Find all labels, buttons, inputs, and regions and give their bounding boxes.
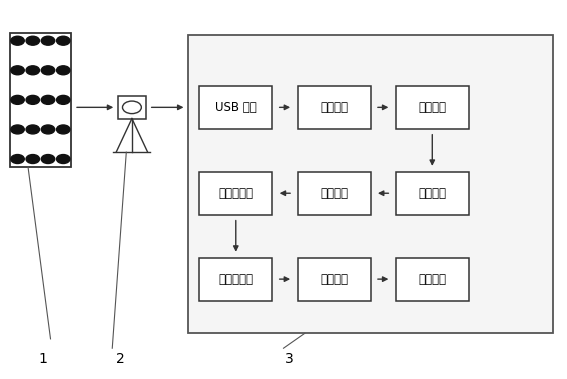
Circle shape — [26, 155, 40, 163]
Circle shape — [57, 155, 70, 163]
Bar — [199, 172, 272, 215]
Circle shape — [26, 36, 40, 45]
Text: 优化结果: 优化结果 — [320, 273, 348, 286]
Bar — [188, 34, 553, 333]
Circle shape — [122, 101, 141, 114]
Bar — [199, 258, 272, 301]
Circle shape — [26, 125, 40, 134]
Bar — [10, 33, 71, 167]
Text: 计算均匀性: 计算均匀性 — [218, 273, 253, 286]
Circle shape — [41, 155, 55, 163]
Text: 截取图像: 截取图像 — [320, 101, 348, 114]
Bar — [118, 96, 146, 119]
Circle shape — [11, 66, 24, 75]
Bar — [199, 86, 272, 129]
Bar — [298, 172, 370, 215]
Circle shape — [26, 96, 40, 104]
Text: 2: 2 — [116, 352, 125, 366]
Bar — [298, 86, 370, 129]
Circle shape — [41, 66, 55, 75]
Text: 显示合成图: 显示合成图 — [218, 187, 253, 200]
Text: 提取点阵: 提取点阵 — [418, 187, 446, 200]
Circle shape — [11, 155, 24, 163]
Circle shape — [11, 125, 24, 134]
Text: 1: 1 — [39, 352, 48, 366]
Text: 3: 3 — [285, 352, 294, 366]
Circle shape — [41, 96, 55, 104]
Circle shape — [26, 66, 40, 75]
Bar — [396, 86, 469, 129]
Circle shape — [57, 66, 70, 75]
Circle shape — [57, 96, 70, 104]
Circle shape — [41, 125, 55, 134]
Circle shape — [57, 125, 70, 134]
Text: 畸形校正: 畸形校正 — [418, 101, 446, 114]
Bar — [298, 258, 370, 301]
Text: 提取光斑: 提取光斑 — [320, 187, 348, 200]
Text: 保存数据: 保存数据 — [418, 273, 446, 286]
Circle shape — [57, 36, 70, 45]
Bar — [396, 172, 469, 215]
Circle shape — [41, 36, 55, 45]
Text: USB 接口: USB 接口 — [215, 101, 257, 114]
Bar — [396, 258, 469, 301]
Circle shape — [11, 36, 24, 45]
Circle shape — [11, 96, 24, 104]
